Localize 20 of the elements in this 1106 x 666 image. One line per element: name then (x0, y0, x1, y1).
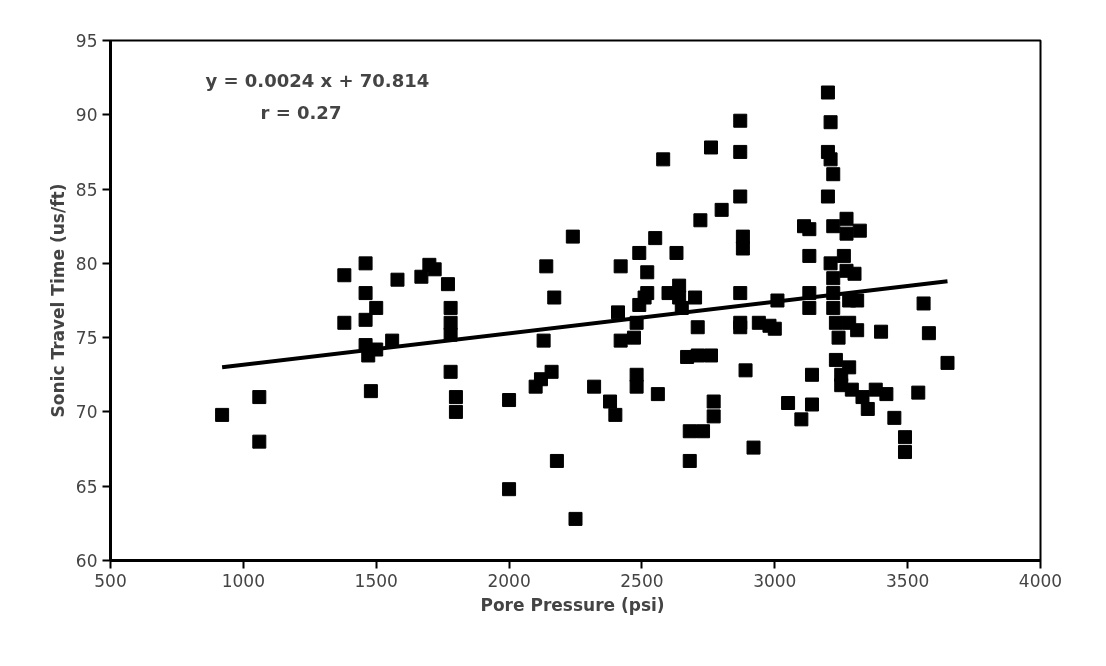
x-tick-label: 1000 (221, 570, 265, 591)
y-tick-label: 80 (75, 253, 98, 274)
x-tick-label: 2500 (620, 570, 664, 591)
y-tick-label: 65 (75, 476, 98, 497)
y-tick-label: 90 (75, 105, 98, 126)
y-axis-title: Sonic Travel Time (us/ft) (47, 183, 68, 418)
y-tick-label: 60 (75, 551, 98, 571)
y-tick-label: 95 (75, 31, 98, 51)
x-tick-label: 1500 (354, 570, 398, 591)
y-tick-label: 70 (75, 402, 98, 423)
annotation: y = 0.0024 x + 70.814 (205, 69, 430, 91)
annotation: r = 0.27 (260, 101, 342, 123)
x-tick-label: 4000 (1018, 570, 1063, 591)
x-tick-label: 3500 (886, 570, 930, 591)
x-tick-label: 2000 (487, 570, 531, 591)
y-tick-label: 85 (75, 179, 98, 200)
x-tick-label: 500 (94, 570, 127, 591)
y-tick-label: 75 (75, 328, 98, 349)
x-axis-title: Pore Pressure (psi) (480, 594, 665, 615)
x-tick-label: 3000 (753, 570, 797, 591)
